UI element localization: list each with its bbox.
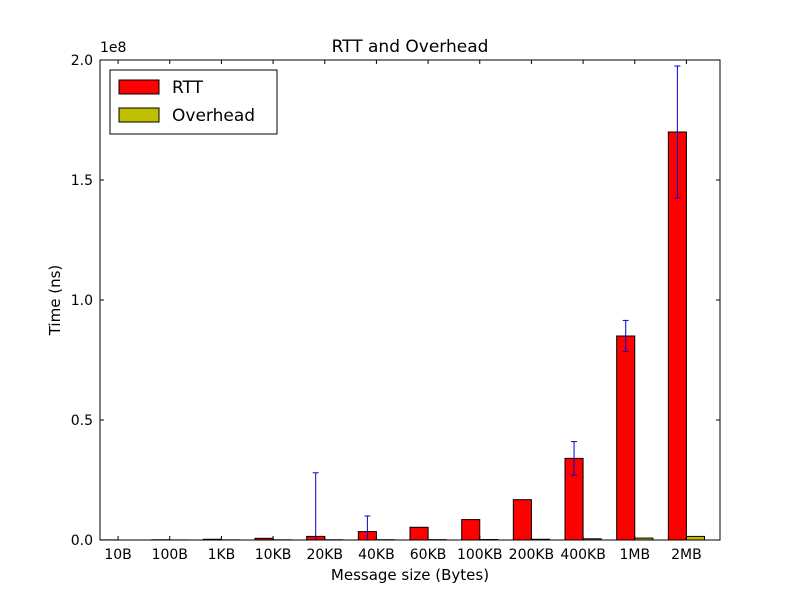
x-tick-label: 10B	[104, 547, 131, 563]
x-tick-label: 40KB	[358, 547, 395, 563]
legend-label-rtt: RTT	[172, 78, 204, 98]
bar-rtt-60kb	[409, 526, 429, 541]
y-tick-label: 1.5	[71, 173, 93, 189]
y-tick-label: 0.5	[71, 413, 93, 429]
x-tick-label: 20KB	[306, 547, 343, 563]
x-tick-label: 200KB	[509, 547, 555, 563]
x-tick-label: 1MB	[619, 547, 650, 563]
legend: RTT Overhead	[109, 69, 278, 135]
x-tick-label: 1KB	[208, 547, 236, 563]
legend-label-overhead: Overhead	[172, 106, 255, 126]
error-bar-2mb	[674, 65, 681, 199]
y-axis-offset-label: 1e8	[100, 40, 126, 56]
error-bar-400kb	[571, 441, 578, 476]
x-tick-label: 10KB	[255, 547, 292, 563]
x-tick-label: 60KB	[410, 547, 447, 563]
y-tick-label: 0.0	[71, 533, 93, 549]
x-tick-label: 100B	[152, 547, 188, 563]
legend-swatch-overhead	[118, 107, 160, 123]
axis-ticks-group: 10B 100B 1KB 10KB 20KB 40KB 60KB 100KB 200KB 400K…	[71, 53, 720, 563]
y-axis-label: Time (ns)	[46, 265, 64, 337]
error-bar-1mb	[622, 319, 629, 353]
x-tick-label: 400KB	[560, 547, 606, 563]
error-bar-20kb	[312, 472, 319, 541]
x-tick-label: 100KB	[457, 547, 503, 563]
chart-title: RTT and Overhead	[332, 37, 489, 57]
bar-rtt-100kb	[461, 519, 481, 541]
bar-rtt-1mb	[616, 335, 636, 541]
bars-group	[99, 131, 706, 541]
x-tick-label: 2MB	[671, 547, 702, 563]
legend-swatch-rtt	[118, 79, 160, 95]
x-axis-label: Message size (Bytes)	[331, 566, 489, 584]
bar-overhead-2mb	[685, 535, 706, 541]
y-tick-label: 1.0	[71, 293, 93, 309]
bar-rtt-200kb	[512, 499, 532, 541]
y-tick-label: 2.0	[71, 53, 93, 69]
